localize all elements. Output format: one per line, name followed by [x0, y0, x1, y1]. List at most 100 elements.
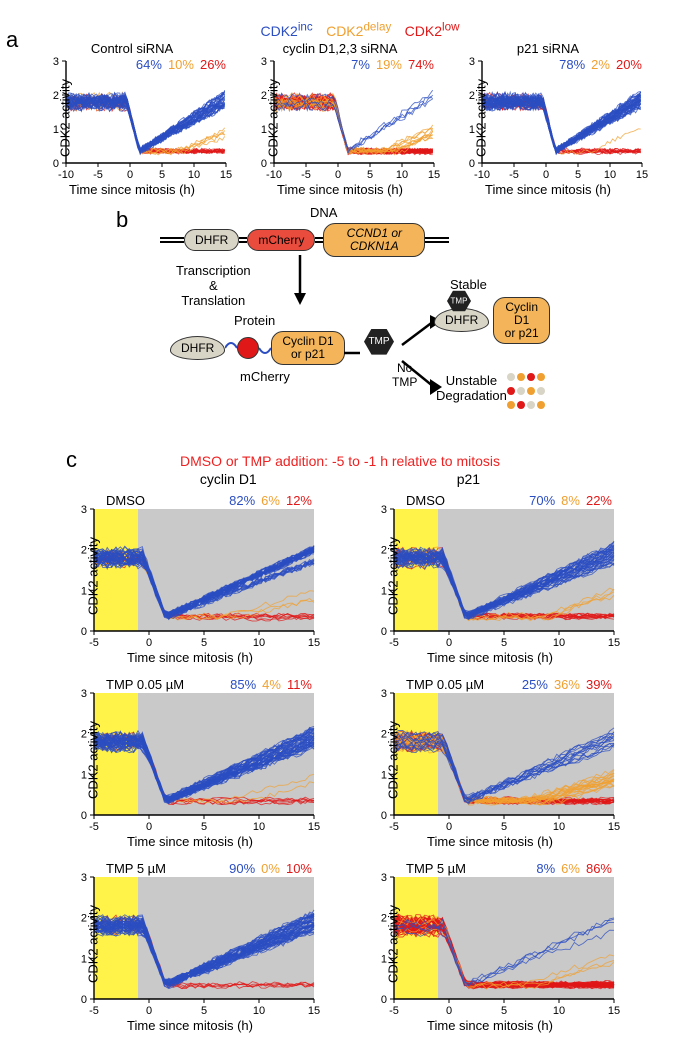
svg-text:15: 15	[308, 1005, 320, 1017]
dhfr-blob: DHFR	[170, 336, 225, 360]
svg-text:5: 5	[367, 169, 373, 181]
svg-text:3: 3	[381, 872, 387, 884]
chart: 0123-5051015DMSO82%6%12%CDK2 activityTim…	[60, 491, 320, 661]
dna-label: DNA	[310, 205, 337, 220]
y-axis-label: CDK2 activity	[386, 721, 401, 799]
gene-pill: CCND1 or CDKN1A	[323, 223, 425, 257]
dhfr-pill: DHFR	[184, 229, 239, 251]
gene-text: CCND1	[347, 226, 388, 240]
chart-title: cyclin D1,2,3 siRNA	[283, 41, 398, 56]
svg-text:3: 3	[381, 688, 387, 700]
chart-subtitle: TMP 5 µM	[406, 861, 466, 876]
svg-text:10: 10	[253, 821, 265, 833]
svg-text:10: 10	[253, 637, 265, 649]
svg-text:0: 0	[446, 821, 452, 833]
svg-text:5: 5	[159, 169, 165, 181]
svg-text:0: 0	[335, 169, 341, 181]
panel-b-label: b	[116, 207, 128, 233]
chart-title: Control siRNA	[91, 41, 173, 56]
chart: 0123-5051015TMP 0.05 µM85%4%11%CDK2 acti…	[60, 675, 320, 845]
panel-a-label: a	[6, 27, 18, 53]
svg-text:-5: -5	[389, 1005, 399, 1017]
svg-text:15: 15	[308, 821, 320, 833]
y-axis-label: CDK2 activity	[58, 79, 73, 157]
chart: 0123-5051015TMP 0.05 µM25%36%39%CDK2 act…	[360, 675, 620, 845]
svg-text:0: 0	[381, 810, 387, 822]
branch-arrows-icon	[344, 313, 444, 403]
chart-subtitle: TMP 5 µM	[106, 861, 166, 876]
svg-text:0: 0	[127, 169, 133, 181]
pct-labels: 7%19%74%	[351, 57, 434, 72]
transcription-label: Transcription & Translation	[176, 263, 251, 308]
pct-labels: 78%2%20%	[559, 57, 642, 72]
chart: 0123-5051015TMP 5 µM90%0%10%CDK2 activit…	[60, 859, 320, 1029]
cyclin-pill: Cyclin D1 or p21	[271, 331, 344, 365]
svg-text:0: 0	[446, 1005, 452, 1017]
svg-text:0: 0	[381, 994, 387, 1006]
svg-text:-5: -5	[389, 821, 399, 833]
panel-c: c DMSO or TMP addition: -5 to -1 h relat…	[20, 453, 660, 1029]
panel-a: a 0123-10-5051015Control siRNA64%10%26%C…	[20, 43, 660, 193]
svg-text:10: 10	[188, 169, 200, 181]
svg-text:-10: -10	[474, 169, 490, 181]
svg-text:15: 15	[220, 169, 232, 181]
svg-text:15: 15	[608, 637, 620, 649]
arrow-down-icon	[290, 255, 310, 305]
panel-c-header: DMSO or TMP addition: -5 to -1 h relativ…	[20, 453, 660, 469]
svg-text:-5: -5	[89, 637, 99, 649]
svg-text:0: 0	[146, 1005, 152, 1017]
svg-text:0: 0	[146, 821, 152, 833]
gene-text2: CDKN1A	[350, 239, 399, 253]
panel-c-grid: 0123-5051015DMSO82%6%12%CDK2 activityTim…	[20, 491, 660, 1029]
col-left-title: cyclin D1	[200, 471, 257, 487]
pct-labels: 70%8%22%	[529, 493, 612, 508]
chart-subtitle: DMSO	[106, 493, 145, 508]
unstable-label: Unstable Degradation	[436, 373, 507, 403]
mcherry-circle	[237, 337, 259, 359]
svg-text:5: 5	[501, 637, 507, 649]
y-axis-label: CDK2 activity	[86, 905, 101, 983]
svg-text:10: 10	[396, 169, 408, 181]
chart: 0123-5051015DMSO70%8%22%CDK2 activityTim…	[360, 491, 620, 661]
svg-text:15: 15	[308, 637, 320, 649]
chart: 0123-10-5051015p21 siRNA78%2%20%CDK2 act…	[448, 43, 648, 193]
svg-text:0: 0	[446, 637, 452, 649]
legend-delay: CDK2delay	[326, 23, 391, 39]
x-axis-label: Time since mitosis (h)	[427, 834, 553, 849]
pct-labels: 85%4%11%	[230, 677, 312, 692]
y-axis-label: CDK2 activity	[474, 79, 489, 157]
svg-text:10: 10	[253, 1005, 265, 1017]
y-axis-label: CDK2 activity	[86, 721, 101, 799]
x-axis-label: Time since mitosis (h)	[277, 182, 403, 197]
svg-text:5: 5	[201, 1005, 207, 1017]
svg-text:3: 3	[81, 504, 87, 516]
y-axis-label: CDK2 activity	[266, 79, 281, 157]
x-axis-label: Time since mitosis (h)	[127, 650, 253, 665]
x-axis-label: Time since mitosis (h)	[69, 182, 195, 197]
svg-text:0: 0	[81, 626, 87, 638]
pct-labels: 25%36%39%	[522, 677, 612, 692]
stable-label: Stable	[450, 277, 487, 292]
svg-text:0: 0	[381, 626, 387, 638]
svg-text:3: 3	[261, 56, 267, 68]
svg-text:5: 5	[201, 637, 207, 649]
y-axis-label: CDK2 activity	[386, 537, 401, 615]
svg-text:-5: -5	[89, 1005, 99, 1017]
svg-text:3: 3	[381, 504, 387, 516]
svg-text:3: 3	[81, 688, 87, 700]
mcherry-pill: mCherry	[247, 229, 315, 251]
svg-text:15: 15	[608, 1005, 620, 1017]
legend-top: CDK2inc CDK2delay CDK2low	[60, 20, 660, 39]
svg-text:-10: -10	[266, 169, 282, 181]
dna-construct: DHFR mCherry CCND1 or CDKN1A	[160, 223, 449, 257]
x-axis-label: Time since mitosis (h)	[427, 650, 553, 665]
svg-text:5: 5	[201, 821, 207, 833]
chart: 0123-5051015TMP 5 µM8%6%86%CDK2 activity…	[360, 859, 620, 1029]
svg-text:15: 15	[608, 821, 620, 833]
dhfr-stable: DHFR	[434, 308, 489, 332]
svg-text:3: 3	[53, 56, 59, 68]
svg-text:0: 0	[146, 637, 152, 649]
svg-text:15: 15	[636, 169, 648, 181]
svg-text:-5: -5	[389, 637, 399, 649]
pct-labels: 64%10%26%	[136, 57, 226, 72]
